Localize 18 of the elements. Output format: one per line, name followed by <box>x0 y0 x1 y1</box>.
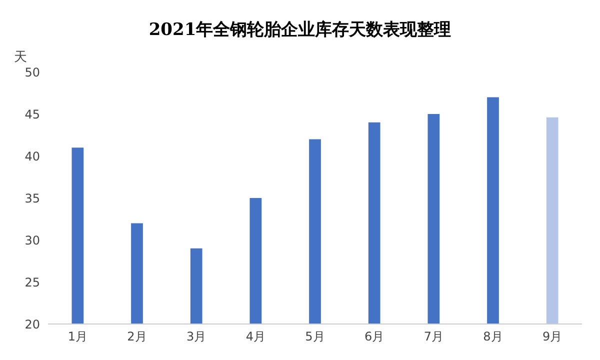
x-tick-label: 3月 <box>186 330 206 344</box>
y-tick-label: 25 <box>24 275 40 290</box>
x-tick-label: 8月 <box>483 330 503 344</box>
y-tick-label: 40 <box>24 149 40 164</box>
y-tick-label: 20 <box>24 317 40 332</box>
x-tick-label: 1月 <box>68 330 88 344</box>
y-tick-label: 30 <box>24 233 40 248</box>
y-tick-label: 35 <box>24 191 40 206</box>
x-tick-label: 4月 <box>246 330 266 344</box>
x-tick-label: 7月 <box>424 330 444 344</box>
x-tick-label: 6月 <box>364 330 384 344</box>
x-tick-label: 9月 <box>542 330 562 344</box>
y-tick-label: 45 <box>24 107 40 122</box>
chart-title: 2021年全钢轮胎企业库存天数表现整理 <box>148 19 452 42</box>
y-tick-label: 50 <box>24 65 40 80</box>
x-tick-label: 2月 <box>127 330 147 344</box>
y-axis-title: 天 <box>14 49 28 65</box>
x-tick-label: 5月 <box>305 330 325 344</box>
